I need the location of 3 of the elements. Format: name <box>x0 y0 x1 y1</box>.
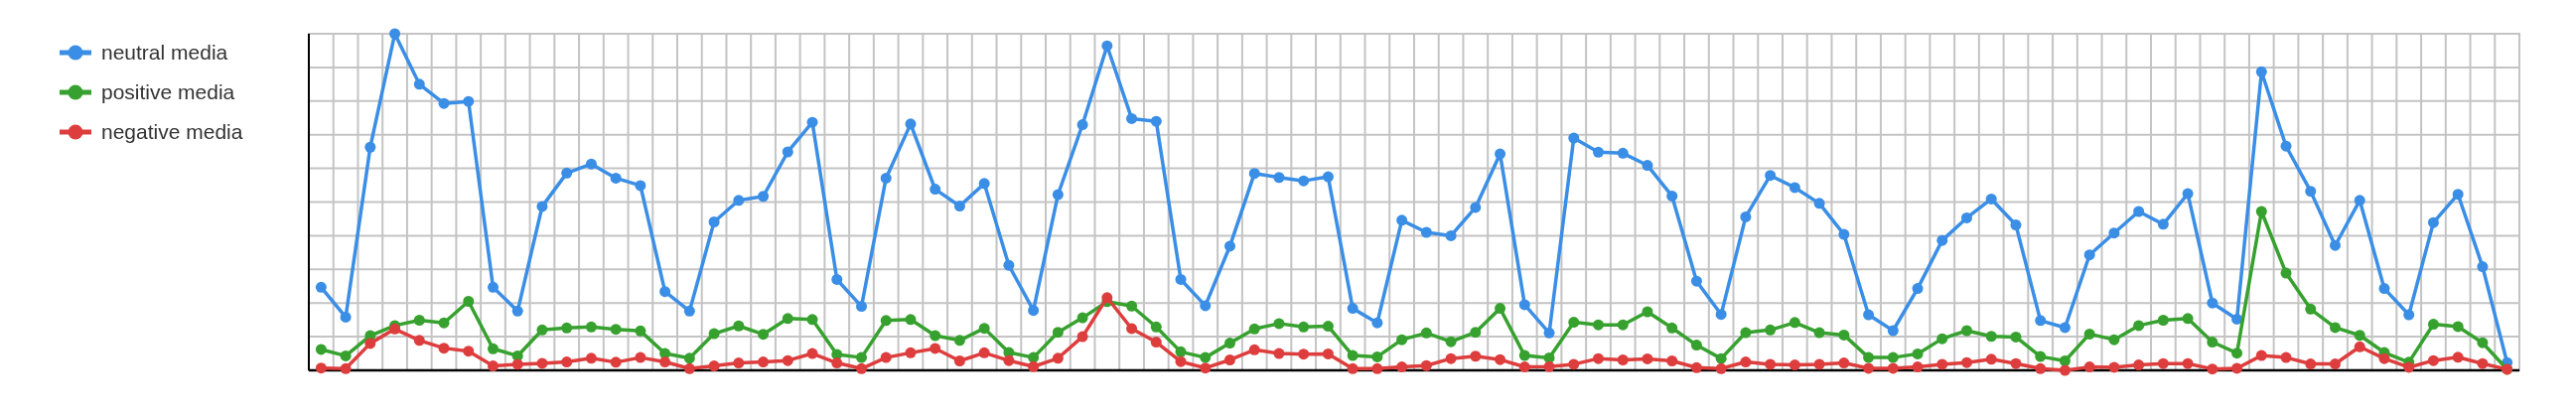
legend-label: neutral media <box>101 41 228 64</box>
legend-label: positive media <box>101 80 235 103</box>
legend-label: negative media <box>101 120 243 143</box>
